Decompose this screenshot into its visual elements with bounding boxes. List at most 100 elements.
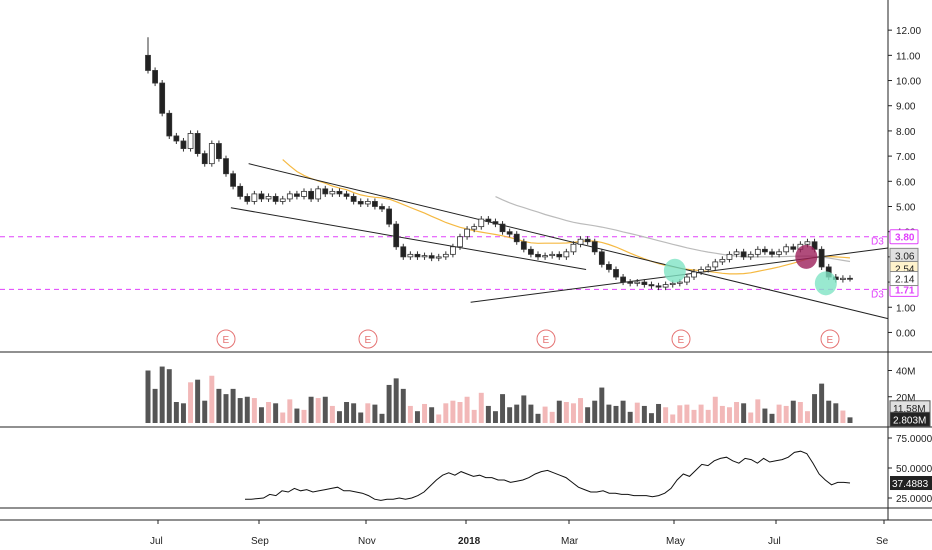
- candle-body: [769, 251, 775, 255]
- volume-bar: [641, 405, 647, 423]
- candle-body: [754, 248, 761, 255]
- volume-bar: [294, 408, 300, 423]
- earnings-marker-label: E: [827, 335, 834, 346]
- price-pane[interactable]: D3 D3 E E E E E: [0, 37, 889, 349]
- volume-bar: [585, 407, 591, 423]
- candle-body: [648, 284, 655, 287]
- candle-body: [265, 196, 272, 200]
- volume-bar: [414, 411, 420, 423]
- candle-body: [542, 255, 548, 258]
- indicator-tick-label: 75.0000: [896, 434, 932, 445]
- volume-bar: [344, 402, 350, 423]
- candle-body: [549, 253, 556, 257]
- candle-body: [279, 198, 286, 202]
- candle-body: [180, 140, 187, 149]
- candle-body: [492, 221, 499, 225]
- price-tick-label: 0.00: [896, 328, 916, 339]
- volume-bar: [677, 405, 683, 423]
- volume-bar: [329, 405, 335, 423]
- volume-bar: [216, 388, 222, 423]
- level-price-badge: [889, 229, 919, 245]
- volume-bar: [670, 414, 676, 423]
- candle-body: [159, 82, 166, 114]
- earnings-marker: [820, 329, 840, 349]
- candle-body: [294, 193, 300, 197]
- candle-body: [740, 251, 747, 258]
- volume-bar: [471, 409, 477, 423]
- level-tag: D3: [871, 289, 884, 300]
- earnings-marker-label: E: [543, 335, 550, 346]
- candle-body: [584, 238, 591, 243]
- candle-body: [216, 143, 222, 160]
- candle-body: [535, 253, 541, 258]
- candle-body: [712, 261, 719, 268]
- volume-bar: [570, 403, 576, 423]
- time-tick-label: Jul: [150, 536, 163, 547]
- candle-body: [315, 188, 322, 200]
- volume-bar: [606, 404, 612, 423]
- candle-body: [471, 226, 478, 230]
- volume-bar: [464, 396, 470, 423]
- price-value-label: 3.06: [895, 251, 915, 262]
- volume-bar: [485, 405, 491, 423]
- indicator-pane[interactable]: [245, 450, 851, 501]
- candle-body: [598, 251, 605, 265]
- earnings-marker-label: E: [223, 335, 230, 346]
- candle-body: [698, 269, 704, 273]
- candle-body: [457, 236, 463, 248]
- volume-bar: [797, 402, 803, 423]
- candle-body: [563, 251, 570, 258]
- candle-body: [208, 143, 215, 165]
- candle-body: [520, 241, 527, 250]
- volume-tick-label: 20M: [896, 393, 915, 404]
- volume-bar: [648, 413, 654, 423]
- candle-body: [166, 112, 173, 137]
- candle-body: [627, 281, 634, 284]
- volume-bar: [457, 402, 463, 423]
- volume-bar: [514, 404, 520, 423]
- volume-bar: [443, 403, 449, 423]
- indicator-value-label: 37.4883: [892, 479, 929, 490]
- time-tick-label: Jul: [768, 536, 781, 547]
- volume-bar: [627, 411, 633, 423]
- volume-bar: [776, 404, 782, 423]
- candle-body: [414, 253, 421, 258]
- earnings-marker-label: E: [678, 335, 685, 346]
- volume-bar: [691, 409, 697, 423]
- candle-body: [386, 208, 392, 225]
- volume-bar: [336, 411, 342, 423]
- level-price-label: 3.80: [895, 233, 915, 244]
- volume-bar: [429, 407, 435, 423]
- candle-body: [336, 190, 343, 195]
- volume-bar: [436, 414, 442, 423]
- candle-body: [251, 193, 258, 202]
- candle-body: [393, 223, 400, 248]
- volume-bar: [166, 369, 172, 423]
- candle-body: [152, 70, 158, 84]
- volume-pane[interactable]: [145, 366, 853, 423]
- volume-bar: [322, 396, 328, 423]
- candle-body: [684, 276, 690, 283]
- candle-body: [691, 271, 697, 278]
- volume-bar: [748, 412, 754, 423]
- volume-bar: [209, 375, 215, 423]
- candle-body: [435, 256, 442, 259]
- volume-bar: [826, 400, 832, 423]
- volume-bar: [592, 400, 598, 423]
- candle-body: [194, 133, 201, 154]
- volume-bar: [833, 403, 839, 423]
- volume-bar: [684, 404, 690, 423]
- price-tick-label: 10.00: [896, 77, 921, 88]
- volume-bar: [400, 388, 406, 423]
- moving-average-long: [495, 196, 851, 263]
- volume-bar: [663, 407, 669, 423]
- price-tick-label: 6.00: [896, 177, 916, 188]
- volume-bar: [386, 384, 392, 423]
- volume-bar: [563, 402, 569, 423]
- candle-body: [776, 251, 782, 255]
- candle-body: [244, 196, 251, 202]
- candle-body: [726, 253, 733, 260]
- volume-bar: [741, 403, 747, 423]
- volume-bar: [223, 394, 229, 423]
- candle-body: [840, 277, 846, 280]
